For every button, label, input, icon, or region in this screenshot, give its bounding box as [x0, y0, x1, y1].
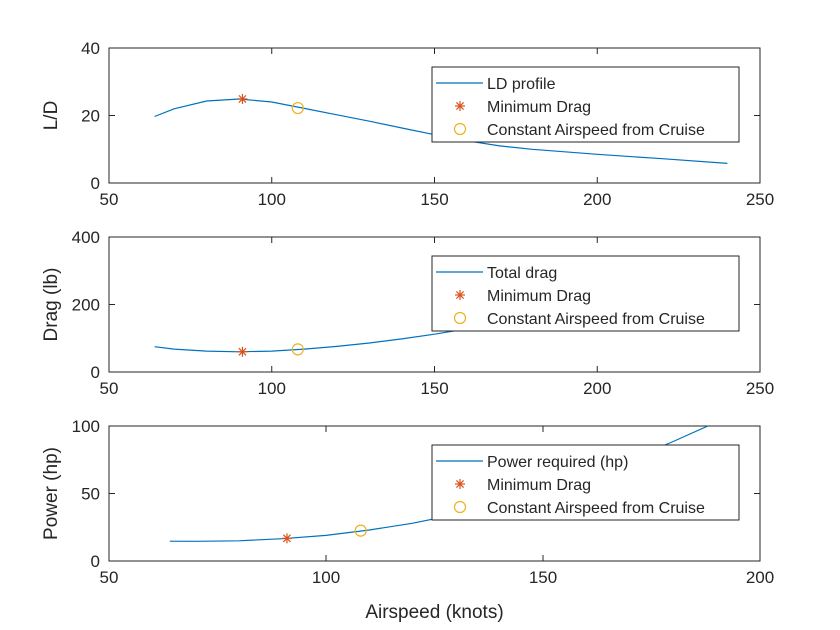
y-axis-label: Power (hp): [41, 447, 62, 540]
minimum-drag-marker: [281, 533, 292, 544]
x-tick-label: 150: [529, 568, 557, 587]
subplot-2: 50 100 150 200 250 0 200 400 Drag (lb) Total drag…: [41, 228, 774, 398]
y-tick-label: 0: [91, 552, 100, 571]
minimum-drag-marker-d2: [238, 347, 247, 356]
minimum-drag-marker: [237, 93, 248, 104]
cruise-marker: [354, 524, 367, 537]
minimum-drag-marker-d2: [238, 94, 247, 103]
legend-label: Power required (hp): [487, 454, 628, 471]
x-tick-label: 50: [100, 379, 119, 398]
minimum-drag-marker-d2: [282, 534, 291, 543]
legend-label: Constant Airspeed from Cruise: [487, 500, 705, 517]
legend-circle-swatch: [453, 122, 467, 136]
legend: Power required (hp) Minimum Drag Constant …: [431, 444, 740, 521]
x-tick-label: 50: [100, 568, 119, 587]
legend-star-swatch: [455, 101, 465, 111]
legend-label: Total drag: [487, 265, 557, 282]
series-line: [154, 98, 728, 164]
x-tick-label: 150: [420, 379, 448, 398]
y-axis-label: L/D: [41, 101, 62, 131]
legend-label: Minimum Drag: [487, 99, 591, 116]
y-tick-label: 40: [81, 39, 100, 58]
legend-star-swatch-d2: [455, 290, 465, 300]
y-tick-label: 200: [72, 296, 100, 315]
legend-star-swatch: [455, 290, 465, 300]
legend: Total drag Minimum Drag Constant Airspeed …: [431, 255, 740, 332]
x-tick-label: 100: [258, 190, 286, 209]
legend-circle-swatch: [453, 311, 467, 325]
y-tick-label: 400: [72, 228, 100, 247]
x-tick-label: 100: [258, 379, 286, 398]
y-tick-label: 100: [72, 417, 100, 436]
y-axis-label: Drag (lb): [41, 268, 62, 342]
legend-label: Minimum Drag: [487, 288, 591, 305]
legend-box: [431, 255, 740, 332]
minimum-drag-marker: [237, 346, 248, 357]
legend-box: [431, 66, 740, 143]
cruise-marker: [291, 343, 304, 356]
y-tick-label: 50: [81, 485, 100, 504]
subplot-1: 50 100 150 200 250 0 20 40 L/D LD profile Minimum …: [41, 39, 774, 209]
legend-star-swatch-d2: [455, 101, 465, 111]
y-tick-label: 0: [91, 174, 100, 193]
x-axis-label: Airspeed (knots): [365, 602, 503, 623]
x-tick-label: 150: [420, 190, 448, 209]
y-tick-label: 0: [91, 363, 100, 382]
x-tick-label: 200: [746, 568, 774, 587]
legend: LD profile Minimum Drag Constant Airspeed …: [431, 66, 740, 143]
legend-star-swatch-d2: [455, 479, 465, 489]
legend-star-swatch: [455, 479, 465, 489]
legend-label: LD profile: [487, 76, 556, 93]
x-tick-label: 200: [583, 379, 611, 398]
legend-circle-swatch: [453, 500, 467, 514]
x-tick-label: 100: [312, 568, 340, 587]
x-tick-label: 50: [100, 190, 119, 209]
legend-label: Constant Airspeed from Cruise: [487, 311, 705, 328]
x-tick-label: 250: [746, 190, 774, 209]
x-tick-label: 200: [583, 190, 611, 209]
cruise-marker: [291, 101, 304, 115]
x-tick-label: 250: [746, 379, 774, 398]
legend-label: Constant Airspeed from Cruise: [487, 122, 705, 139]
y-tick-label: 20: [81, 107, 100, 126]
legend-box: [431, 444, 740, 521]
legend-label: Minimum Drag: [487, 477, 591, 494]
